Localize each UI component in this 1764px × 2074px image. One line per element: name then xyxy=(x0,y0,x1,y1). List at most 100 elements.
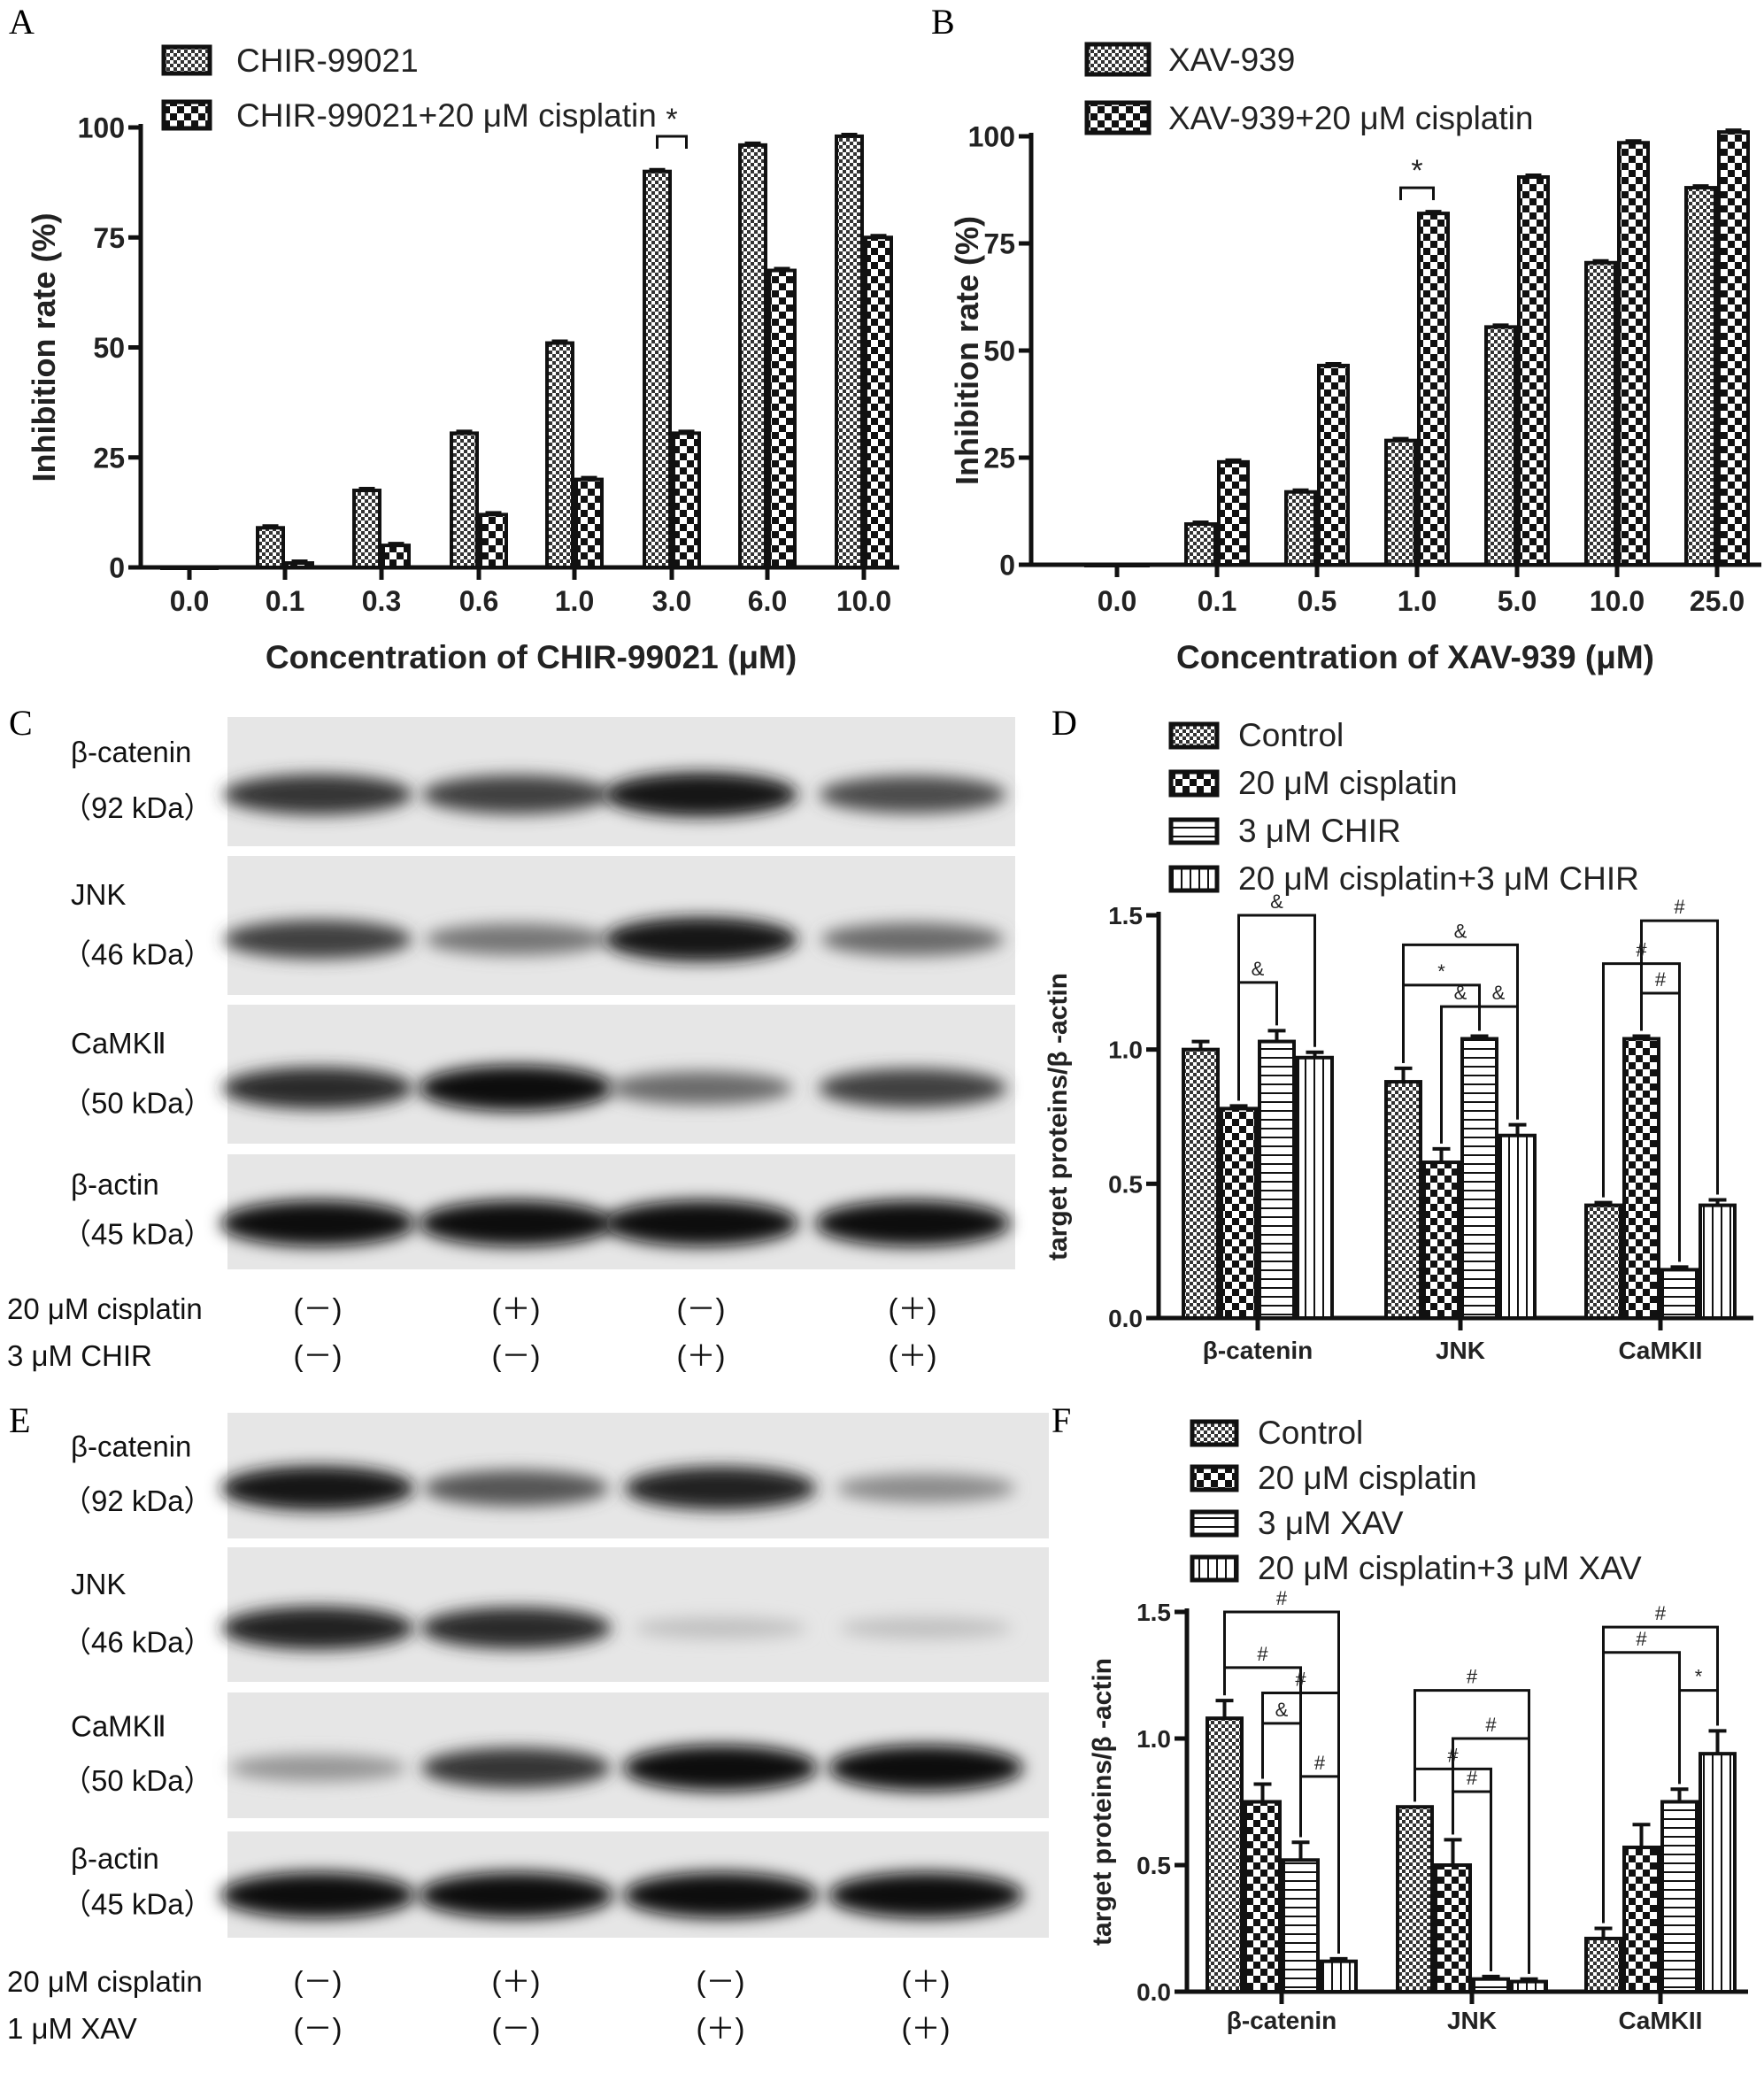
treatment-label: 20 μM cisplatin xyxy=(7,1292,203,1325)
y-tick-label: 75 xyxy=(983,228,1015,260)
legend-label: CHIR-99021+20 μM cisplatin xyxy=(236,97,657,134)
bar-horizontal-lines xyxy=(1460,1037,1498,1320)
y-axis-label: target proteins/β -actin xyxy=(1088,1658,1117,1946)
bar-fine-checker xyxy=(450,431,479,570)
x-tick-label: β-catenin xyxy=(1227,2007,1336,2034)
blot-size-label: （45 kDa） xyxy=(62,1217,213,1250)
y-axis-label: Inhibition rate (%) xyxy=(949,216,985,485)
bar-fine-checker xyxy=(1584,1203,1622,1320)
protein-band xyxy=(421,775,611,814)
legend-swatch-fine-checker xyxy=(161,44,212,76)
x-tick-label: 1.0 xyxy=(555,585,594,617)
bar-fine-checker xyxy=(545,341,574,569)
legend-label: 20 μM cisplatin xyxy=(1238,765,1458,801)
bar-coarse-checker xyxy=(1434,1863,1472,1993)
significance-marker: # xyxy=(1447,1744,1459,1766)
bar-fine-checker xyxy=(835,134,864,569)
legend-swatch-horizontal-lines xyxy=(1190,1509,1239,1538)
legend-swatch-fine-checker xyxy=(1084,42,1152,77)
bar-coarse-checker xyxy=(1244,1800,1282,1993)
blot-protein-label: β-catenin xyxy=(71,1430,191,1463)
significance-bracket xyxy=(1299,1775,1340,1954)
significance-marker: & xyxy=(1492,982,1506,1004)
y-tick-label: 25 xyxy=(93,442,125,474)
x-tick-label: 0.0 xyxy=(1098,585,1136,617)
y-tick-label: 50 xyxy=(93,332,125,364)
bar-coarse-checker xyxy=(479,513,508,569)
bar-horizontal-lines xyxy=(1472,1977,1510,1993)
significance-marker: # xyxy=(1257,1643,1268,1665)
protein-band xyxy=(425,923,607,956)
x-tick-label: CaMKII xyxy=(1619,2007,1703,2034)
legend-label: CHIR-99021 xyxy=(236,42,419,79)
bar-vertical-lines xyxy=(1510,1979,1548,1994)
treatment-sign: (－) xyxy=(294,1965,343,1998)
treatment-sign: (－) xyxy=(492,1339,541,1372)
legend-label: XAV-939+20 μM cisplatin xyxy=(1168,100,1533,136)
y-tick-label: 50 xyxy=(983,335,1015,367)
protein-band xyxy=(818,1068,1007,1108)
y-tick-label: 25 xyxy=(983,443,1015,474)
blot-protein-label: CaMKⅡ xyxy=(71,1710,166,1743)
protein-band xyxy=(836,1473,1015,1503)
bar-fine-checker xyxy=(738,143,767,569)
bar-coarse-checker xyxy=(1417,212,1450,567)
y-tick-label: 0.0 xyxy=(1136,1978,1171,2006)
bar-coarse-checker xyxy=(381,544,411,570)
y-tick-label: 0 xyxy=(109,552,125,584)
blot-size-label: （50 kDa） xyxy=(62,1764,213,1797)
bar-fine-checker xyxy=(1384,1080,1422,1320)
x-tick-label: 0.0 xyxy=(170,585,209,617)
legend-label: 3 μM CHIR xyxy=(1238,813,1401,849)
protein-band xyxy=(623,1872,818,1918)
blot-protein-label: β-actin xyxy=(71,1842,159,1875)
protein-band xyxy=(634,1616,807,1639)
legend-swatch-fine-checker xyxy=(1190,1419,1239,1447)
significance-marker: # xyxy=(1467,1666,1478,1688)
legend-swatch-fine-checker xyxy=(1168,721,1220,750)
bar-fine-checker xyxy=(352,489,381,570)
bar-vertical-lines xyxy=(1320,1959,1358,1993)
x-tick-label: 1.0 xyxy=(1398,585,1437,617)
panel-label-b: B xyxy=(931,2,955,42)
protein-band xyxy=(223,920,412,960)
bar-vertical-lines xyxy=(1699,1203,1737,1320)
significance-bracket xyxy=(1452,1737,1530,1974)
significance-marker: # xyxy=(1655,1602,1667,1624)
significance-bracket xyxy=(1478,1005,1519,1120)
protein-band xyxy=(609,1071,793,1105)
bar-horizontal-lines xyxy=(1660,1268,1699,1321)
blot-protein-label: β-actin xyxy=(71,1168,159,1201)
bar-fine-checker xyxy=(1584,260,1617,567)
protein-band xyxy=(221,1606,414,1650)
significance-bracket xyxy=(1640,991,1681,1262)
legend-label: Control xyxy=(1238,717,1344,753)
panel-label-e: E xyxy=(9,1400,30,1440)
protein-band xyxy=(220,1200,415,1246)
treatment-sign: (＋) xyxy=(889,1339,937,1372)
treatment-sign: (＋) xyxy=(889,1292,937,1325)
bar-coarse-checker xyxy=(1217,459,1250,567)
protein-band xyxy=(220,1872,415,1918)
protein-band xyxy=(223,774,412,815)
bar-coarse-checker xyxy=(1422,1160,1460,1320)
bar-coarse-checker xyxy=(574,477,604,569)
treatment-sign: (＋) xyxy=(902,1965,951,1998)
bar-coarse-checker xyxy=(767,268,797,569)
bar-fine-checker xyxy=(1384,438,1417,567)
legend-label: 20 μM cisplatin+3 μM XAV xyxy=(1258,1550,1642,1586)
chart-d-protein-levels-chir: Control 20 μM cisplatin 3 μM CHIR 20 μM cis… xyxy=(1044,717,1753,1364)
protein-band xyxy=(604,917,798,962)
bar-coarse-checker xyxy=(1617,141,1650,567)
x-tick-label: 0.6 xyxy=(459,585,498,617)
bar-fine-checker xyxy=(1206,1716,1244,1993)
panel-label-c: C xyxy=(9,703,33,743)
bar-fine-checker xyxy=(1284,490,1317,567)
chart-b-xav-inhibition: XAV-939 XAV-939+20 μM cisplatin 0 25 50 75 100… xyxy=(949,42,1761,675)
y-tick-label: 100 xyxy=(968,121,1015,153)
legend-swatch-coarse-checker xyxy=(1168,769,1220,798)
significance-marker: # xyxy=(1485,1714,1497,1736)
significance-marker: * xyxy=(666,103,677,136)
legend-swatch-vertical-lines xyxy=(1190,1554,1239,1583)
x-tick-label: 0.1 xyxy=(1198,585,1236,617)
